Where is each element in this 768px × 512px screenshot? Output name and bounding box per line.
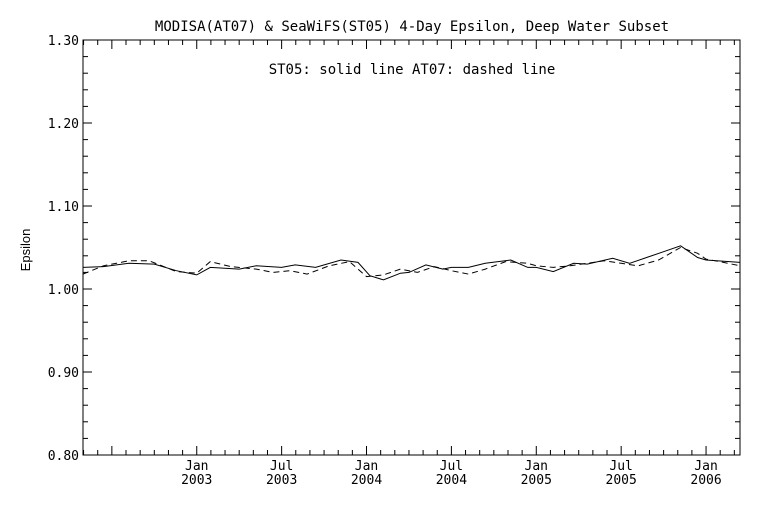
x-tick-year: 2003 xyxy=(181,473,212,488)
y-tick-label: 1.10 xyxy=(48,200,79,215)
x-tick-year: 2006 xyxy=(690,473,721,488)
x-tick-year: 2005 xyxy=(521,473,552,488)
x-tick-month: Jan xyxy=(525,459,548,474)
y-tick-label: 1.00 xyxy=(48,283,79,298)
x-tick-month: Jul xyxy=(270,459,293,474)
y-axis-label: Epsilon xyxy=(18,229,33,272)
x-tick-year: 2005 xyxy=(606,473,637,488)
x-tick-year: 2004 xyxy=(436,473,467,488)
x-tick-month: Jan xyxy=(185,459,208,474)
plot-frame xyxy=(82,39,741,456)
y-tick-label: 1.30 xyxy=(48,34,79,49)
x-tick-month: Jul xyxy=(609,459,632,474)
y-tick-label: 0.80 xyxy=(48,449,79,464)
chart-title: MODISA(AT07) & SeaWiFS(ST05) 4-Day Epsil… xyxy=(155,19,669,35)
x-tick-month: Jan xyxy=(694,459,717,474)
legend-annotation: ST05: solid line AT07: dashed line xyxy=(269,62,556,78)
x-tick-year: 2004 xyxy=(351,473,382,488)
x-tick-month: Jul xyxy=(440,459,463,474)
y-tick-label: 0.90 xyxy=(48,366,79,381)
series-line-st05 xyxy=(82,245,741,281)
x-axis: Jan2003Jul2003Jan2004Jul2004Jan2005Jul20… xyxy=(83,40,735,488)
y-axis: 0.80 0.90 1.00 1.10 1.20 1.30 xyxy=(48,34,740,464)
x-tick-year: 2003 xyxy=(266,473,297,488)
series-line-at07 xyxy=(82,246,741,278)
x-tick-month: Jan xyxy=(355,459,378,474)
series-layer xyxy=(82,245,741,281)
y-tick-label: 1.20 xyxy=(48,117,79,132)
